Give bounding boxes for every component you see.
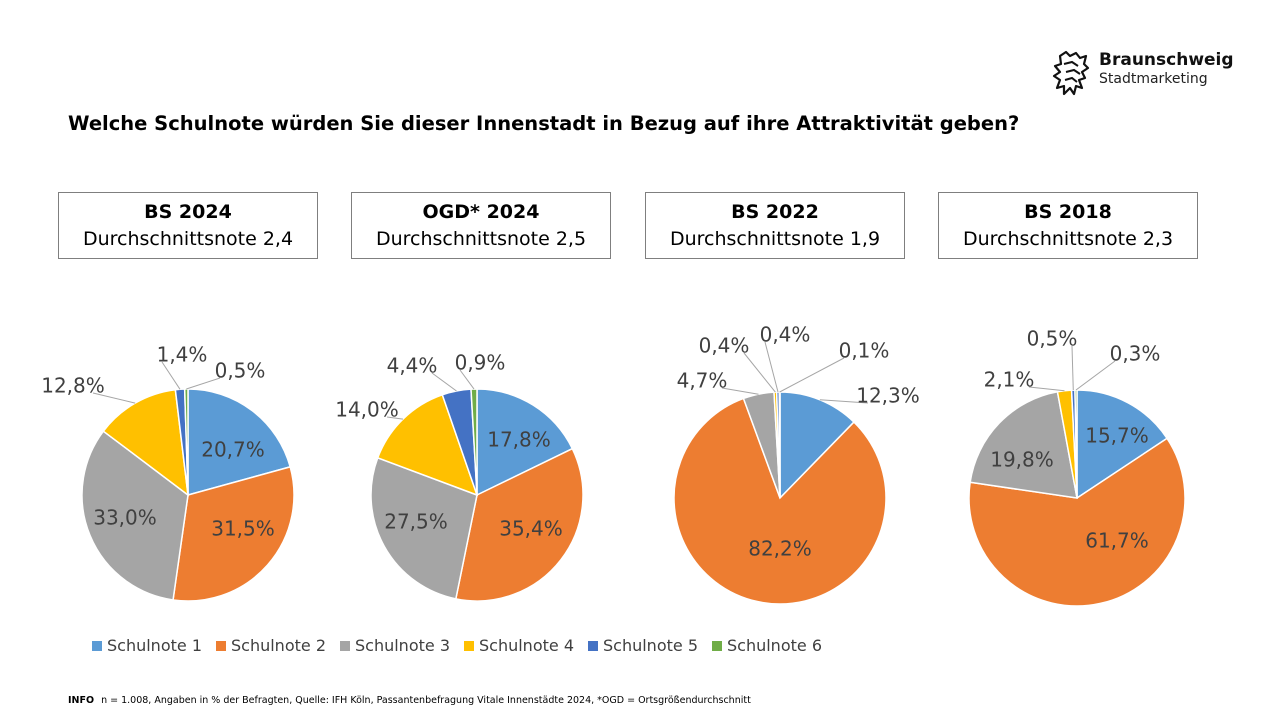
info-label: INFO (68, 695, 95, 706)
leader-line (1028, 386, 1065, 392)
info-text: n = 1.008, Angaben in % der Befragten, Q… (101, 695, 751, 706)
data-label: 17,8% (487, 428, 551, 452)
panel-title: OGD* 2024 (422, 201, 540, 223)
data-label: 27,5% (384, 510, 448, 534)
legend-item-schulnote-2: Schulnote 2 (216, 636, 326, 655)
pie-slice (454, 447, 584, 602)
data-label: 0,3% (1110, 342, 1161, 366)
legend-swatch (464, 640, 474, 651)
data-label: 0,9% (455, 351, 506, 375)
leader-line (1071, 345, 1074, 391)
data-label: 0,5% (215, 359, 266, 383)
data-label: 0,5% (1027, 327, 1078, 351)
panel-subtitle: Durchschnittsnote 2,5 (375, 228, 587, 250)
data-label: 0,1% (839, 339, 890, 363)
data-label: 4,4% (387, 354, 438, 378)
pie-slice (172, 465, 295, 602)
leader-line (743, 352, 776, 393)
panel-subtitle: Durchschnittsnote 1,9 (669, 228, 881, 250)
panel-header-bs-2022: BS 2022 Durchschnittsnote 1,9 (645, 192, 905, 259)
panel-header-bs-2024: BS 2024 Durchschnittsnote 2,4 (58, 192, 318, 259)
legend-swatch (92, 640, 102, 651)
legend-swatch (588, 640, 598, 651)
leader-line (779, 357, 845, 393)
data-label: 4,7% (677, 369, 728, 393)
leader-line (431, 372, 457, 392)
leader-line (459, 369, 475, 390)
data-label: 15,7% (1085, 424, 1149, 448)
lion-icon (1052, 50, 1090, 96)
leader-line (186, 377, 221, 390)
panel-title: BS 2024 (144, 201, 232, 223)
data-label: 20,7% (201, 438, 265, 462)
data-label: 33,0% (93, 506, 157, 530)
data-label: 12,3% (856, 384, 920, 408)
legend-swatch (712, 640, 722, 651)
pie-slice (102, 388, 189, 497)
data-label: 2,1% (984, 368, 1035, 392)
legend-label: Schulnote 1 (107, 636, 202, 655)
legend-item-schulnote-4: Schulnote 4 (464, 636, 574, 655)
legend-label: Schulnote 6 (727, 636, 822, 655)
legend-item-schulnote-3: Schulnote 3 (340, 636, 450, 655)
data-label: 12,8% (41, 374, 105, 398)
pie-slice (968, 437, 1186, 607)
data-label: 61,7% (1085, 529, 1149, 553)
page-title: Welche Schulnote würden Sie dieser Innen… (68, 112, 1020, 135)
legend-item-schulnote-6: Schulnote 6 (712, 636, 822, 655)
leader-line (819, 399, 869, 404)
data-label: 0,4% (760, 323, 811, 347)
brand-subtitle: Stadtmarketing (1099, 71, 1208, 87)
legend-item-schulnote-5: Schulnote 5 (588, 636, 698, 655)
panel-title: BS 2018 (1024, 201, 1112, 223)
pie-slice (187, 388, 292, 496)
data-label: 19,8% (990, 448, 1054, 472)
leader-line (92, 392, 136, 404)
data-label: 82,2% (748, 537, 812, 561)
pie-slice (183, 388, 189, 496)
brand-name: Braunschweig (1099, 50, 1234, 70)
panel-header-bs-2018: BS 2018 Durchschnittsnote 2,3 (938, 192, 1198, 259)
data-label: 1,4% (157, 343, 208, 367)
leader-line (386, 416, 404, 420)
panel-title: BS 2022 (731, 201, 819, 223)
legend-swatch (216, 640, 226, 651)
pie-slice (673, 397, 887, 605)
legend: Schulnote 1 Schulnote 2 Schulnote 3 Schu… (92, 636, 836, 655)
pie-slice (370, 456, 478, 600)
leader-line (721, 387, 759, 395)
legend-label: Schulnote 2 (231, 636, 326, 655)
legend-label: Schulnote 4 (479, 636, 574, 655)
data-label: 35,4% (499, 517, 563, 541)
brand-logo: Braunschweig Stadtmarketing (1052, 50, 1234, 98)
legend-swatch (340, 640, 350, 651)
pie-slice (476, 388, 574, 497)
leader-line (161, 361, 181, 390)
legend-label: Schulnote 3 (355, 636, 450, 655)
pie-slice (81, 430, 189, 601)
pie-slice (969, 390, 1078, 499)
info-footnote: INFO n = 1.008, Angaben in % der Befragte… (68, 695, 751, 706)
leader-line (764, 341, 779, 393)
panel-subtitle: Durchschnittsnote 2,3 (962, 228, 1174, 250)
pie-slice (1076, 389, 1169, 500)
pie-slice (778, 391, 781, 499)
pie-slice (376, 393, 479, 497)
panel-subtitle: Durchschnittsnote 2,4 (82, 228, 294, 250)
panel-header-ogd-2024: OGD* 2024 Durchschnittsnote 2,5 (351, 192, 611, 259)
data-label: 14,0% (335, 398, 399, 422)
legend-label: Schulnote 5 (603, 636, 698, 655)
data-label: 31,5% (211, 517, 275, 541)
data-label: 0,4% (699, 334, 750, 358)
leader-line (1075, 360, 1116, 391)
legend-item-schulnote-1: Schulnote 1 (92, 636, 202, 655)
